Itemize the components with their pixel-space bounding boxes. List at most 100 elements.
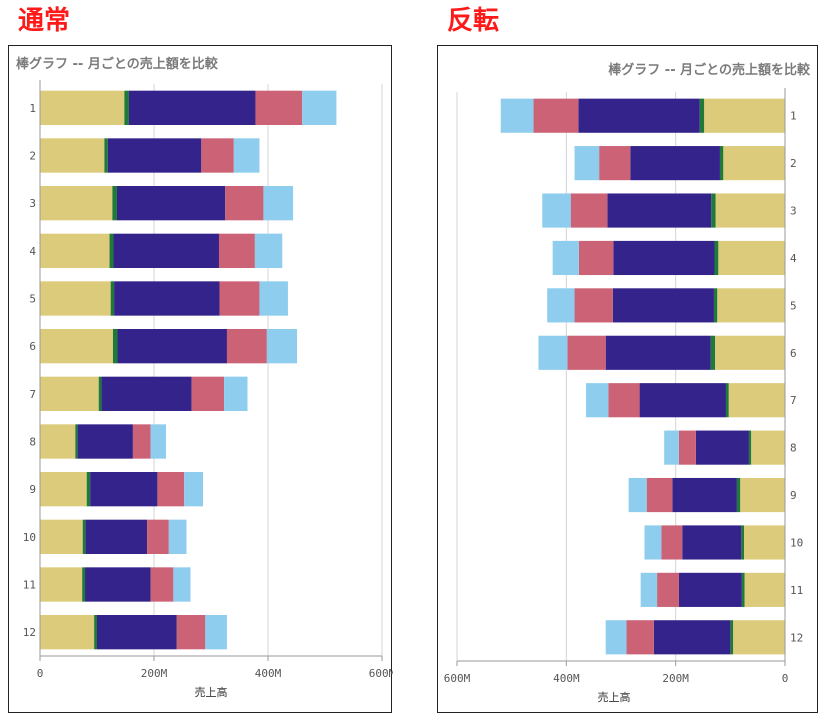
bar-segment — [168, 519, 187, 554]
bar-segment — [40, 281, 111, 316]
bar-segment — [678, 572, 742, 607]
bar-segment — [101, 376, 192, 411]
bar-segment — [723, 146, 785, 181]
bar-segment — [715, 335, 785, 370]
bar-segment — [116, 186, 226, 221]
bar-segment — [150, 567, 174, 602]
bar-segment — [664, 430, 679, 465]
bar-segment — [570, 193, 608, 228]
bar-segment — [714, 240, 719, 276]
bar-segment — [599, 146, 631, 181]
bar-segment — [112, 186, 117, 221]
bar-segment — [176, 615, 206, 650]
bar-segment — [574, 288, 613, 323]
bar-segment — [500, 98, 534, 133]
bar-segment — [626, 620, 654, 655]
bar-segment — [109, 233, 114, 268]
bar-segment — [302, 90, 337, 125]
category-label: 2 — [29, 150, 36, 163]
bar-segment — [224, 376, 248, 411]
category-label: 10 — [23, 531, 36, 544]
bar-segment — [263, 186, 294, 221]
x-tick-label: 200M — [141, 667, 168, 680]
bar-segment — [719, 146, 724, 181]
bar-segment — [533, 98, 579, 133]
category-label: 6 — [29, 340, 36, 353]
bar-segment — [578, 98, 700, 133]
bar-segment — [225, 186, 264, 221]
x-axis-title: 売上高 — [195, 685, 228, 699]
bar-segment — [748, 430, 752, 465]
bar-segment — [40, 519, 83, 554]
bar-segment — [653, 620, 731, 655]
bar-segment — [40, 138, 105, 173]
bar-segment — [132, 424, 151, 459]
bar-segment — [640, 572, 658, 607]
bar-segment — [40, 329, 113, 364]
bar-segment — [40, 472, 87, 507]
category-label: 9 — [790, 489, 797, 502]
bar-segment — [682, 525, 742, 560]
bar-segment — [107, 138, 202, 173]
bar-segment — [104, 138, 108, 173]
chart-panel-normal: 棒グラフ -- 月ごとの売上額を比較 1 2 3 4 5 6 7 8 9 10 11 12 0 200M 4… — [8, 45, 393, 713]
bar-segment — [226, 329, 267, 364]
bar-segment — [744, 525, 785, 560]
bar-segment — [40, 233, 110, 268]
category-label: 10 — [790, 536, 803, 549]
bar-segment — [657, 572, 679, 607]
bar-segment — [715, 193, 785, 228]
bar-segment — [733, 620, 785, 655]
bar-segment — [40, 90, 125, 125]
category-label: 3 — [29, 197, 36, 210]
bar-segment — [751, 430, 785, 465]
bar-segment — [255, 90, 303, 125]
bar-segment — [717, 288, 785, 323]
category-label: 3 — [790, 205, 797, 218]
bar-segment — [538, 335, 568, 370]
bar-segment — [114, 281, 220, 316]
heading-reversed: 反転 — [447, 6, 500, 36]
bar-segment — [75, 424, 78, 459]
bar-segment — [741, 525, 744, 560]
category-label: 7 — [790, 394, 797, 407]
bar-segment — [85, 519, 148, 554]
category-label: 12 — [23, 626, 36, 639]
bar-segment — [740, 477, 785, 513]
chart-panel-reversed: 棒グラフ -- 月ごとの売上額を比較 1 2 3 4 5 6 7 8 9 10 11 12 0 200M 4… — [437, 45, 818, 713]
category-label: 7 — [29, 388, 36, 401]
bar-segment — [736, 477, 741, 513]
bar-segment — [77, 424, 133, 459]
x-tick-label: 400M — [553, 672, 580, 685]
x-tick-label: 600M — [369, 667, 393, 680]
bar-segment — [644, 525, 662, 560]
bar-segment — [605, 335, 711, 370]
bar-segment — [191, 376, 225, 411]
bar-segment — [678, 430, 696, 465]
bar-segment — [128, 90, 256, 125]
bar-segment — [219, 281, 260, 316]
bar-segment — [612, 288, 714, 323]
bar-segment — [639, 383, 726, 418]
category-label: 11 — [23, 579, 36, 592]
bar-segment — [205, 615, 227, 650]
bar-segment — [40, 615, 95, 650]
bar-segment — [586, 383, 609, 418]
bar-segment — [90, 472, 158, 507]
bar-segment — [184, 472, 204, 507]
category-label: 6 — [790, 347, 797, 360]
bar-segment — [85, 567, 151, 602]
category-label: 5 — [29, 293, 36, 306]
chart-title-normal: 棒グラフ -- 月ごとの売上額を比較 — [16, 57, 218, 72]
x-tick-label: 0 — [782, 672, 789, 685]
bar-segment — [112, 329, 118, 364]
bar-segment — [578, 240, 614, 276]
bar-segment — [608, 383, 640, 418]
category-label: 5 — [790, 299, 797, 312]
bar-segment — [40, 186, 113, 221]
bar-segment — [173, 567, 191, 602]
bar-segment — [744, 572, 785, 607]
x-tick-label: 0 — [37, 667, 44, 680]
category-label: 12 — [790, 631, 803, 644]
